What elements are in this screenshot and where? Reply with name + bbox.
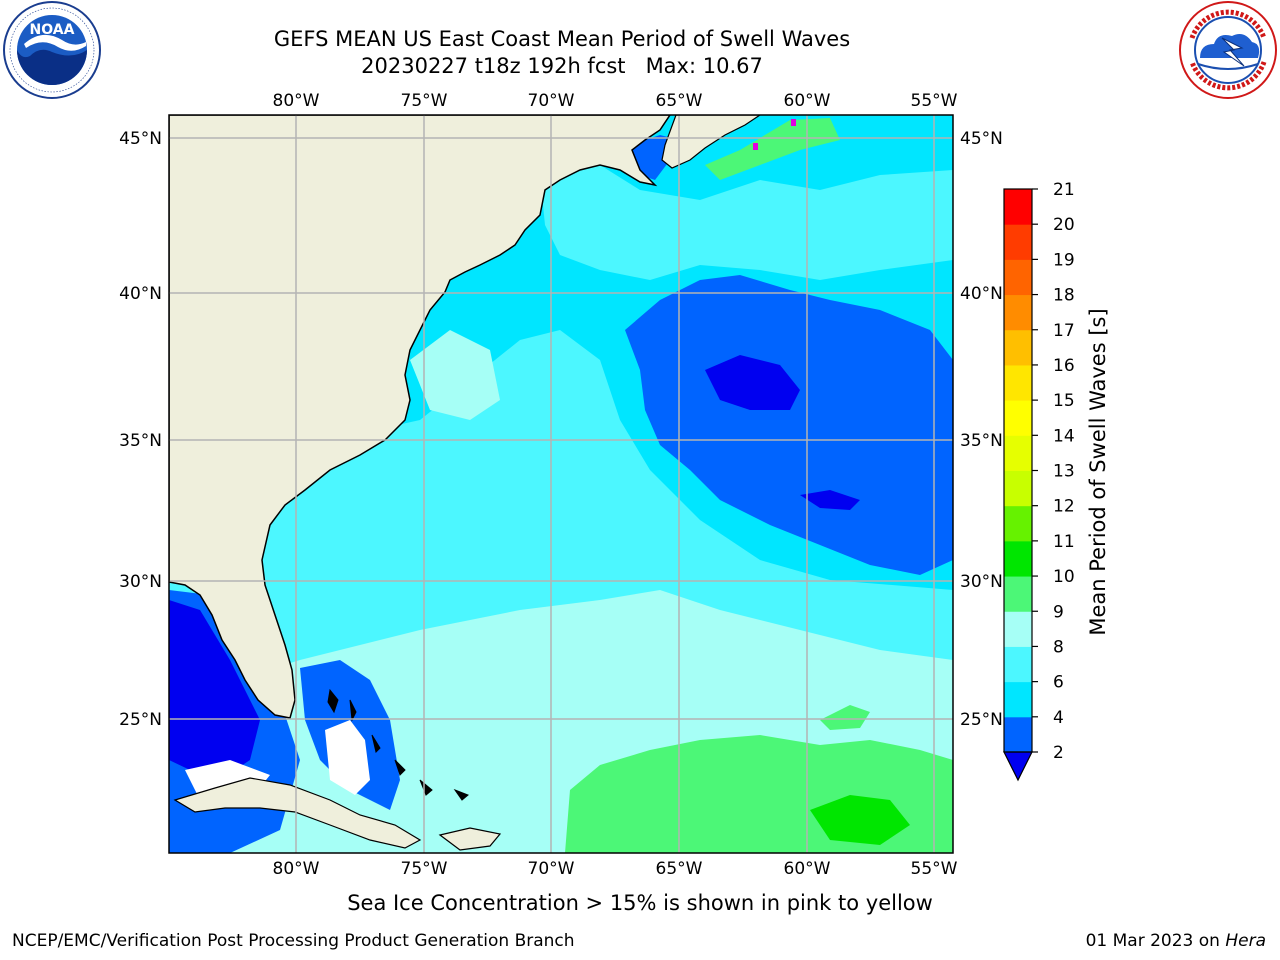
lat-tick-labels-right: 45°N 40°N 35°N 30°N 25°N (960, 129, 1003, 730)
colorbar-tick-label: 4 (1053, 708, 1064, 728)
colorbar-bin (1004, 470, 1032, 507)
colorbar-tick-label: 17 (1053, 321, 1075, 341)
lat-tick-label: 45°N (119, 129, 162, 149)
colorbar-bin (1004, 294, 1032, 331)
lat-tick-label: 35°N (960, 431, 1003, 451)
colorbar-bin (1004, 400, 1032, 436)
colorbar-bin (1004, 189, 1032, 225)
swell-zone-9-10s-patch (820, 705, 870, 730)
colorbar-tick-label: 19 (1053, 250, 1075, 270)
footer-credit: NCEP/EMC/Verification Post Processing Pr… (12, 931, 575, 951)
footer-date: 01 Mar 2023 on Hera (1086, 931, 1266, 951)
colorbar-tick-label: 21 (1053, 180, 1075, 200)
national-weather-service-logo (1179, 1, 1277, 99)
colorbar-bin (1004, 364, 1032, 401)
map-frame (168, 114, 954, 854)
swell-zone-under-2s-gulf (169, 600, 260, 780)
colorbar-bin (1004, 505, 1032, 542)
colorbar-bin (1004, 681, 1032, 718)
colorbar-bin (1004, 611, 1032, 647)
lat-tick-label: 35°N (119, 431, 162, 451)
lon-tick-label: 65°W (656, 91, 703, 111)
colorbar-bin (1004, 576, 1032, 612)
swell-zone-2-4s-central (625, 275, 953, 575)
lat-tick-labels-left: 45°N 40°N 35°N 30°N 25°N (119, 129, 162, 730)
colorbar-under-arrow (1003, 751, 1033, 782)
lon-tick-labels-top: 80°W 75°W 70°W 65°W 60°W 55°W (273, 91, 958, 111)
sea-ice-markers (753, 119, 796, 150)
colorbar-tick-label: 11 (1053, 532, 1075, 552)
figure-title: GEFS MEAN US East Coast Mean Period of S… (0, 26, 1124, 80)
colorbar-bin (1004, 646, 1032, 683)
lon-tick-labels-bottom: 80°W 75°W 70°W 65°W 60°W 55°W (273, 859, 958, 879)
colorbar-label: Mean Period of Swell Waves [s] (1086, 308, 1110, 635)
lon-tick-label: 65°W (656, 859, 703, 879)
colorbar-tick-label: 10 (1053, 567, 1075, 587)
lat-tick-label: 45°N (960, 129, 1003, 149)
lat-tick-label: 40°N (960, 284, 1003, 304)
lat-tick-label: 30°N (119, 572, 162, 592)
swell-zone-8-9s-coastal (410, 330, 500, 420)
lat-tick-label: 25°N (119, 710, 162, 730)
map-area (169, 115, 953, 853)
lat-tick-label: 40°N (119, 284, 162, 304)
land-bahamas-islands (327, 688, 469, 801)
colorbar-tick-label: 20 (1053, 215, 1075, 235)
colorbar-tick-label: 2 (1053, 743, 1064, 763)
svg-text:NOAA: NOAA (30, 22, 75, 38)
colorbar-tick-label: 6 (1053, 673, 1064, 693)
colorbar-tick-label: 15 (1053, 391, 1075, 411)
colorbar-tick-label: 8 (1053, 637, 1064, 657)
colorbar-tick-label: 13 (1053, 462, 1075, 482)
title-line-2: 20230227 t18z 192h fcst Max: 10.67 (361, 54, 763, 78)
lon-tick-label: 80°W (273, 91, 320, 111)
swell-zone-under-2s-central (705, 355, 800, 410)
lat-tick-label: 30°N (960, 572, 1003, 592)
land-cuba (173, 777, 422, 849)
footer-host: Hera (1225, 931, 1266, 951)
land-hispaniola (438, 827, 502, 851)
sea-ice-note: Sea Ice Concentration > 15% is shown in … (0, 891, 1280, 915)
lon-tick-label: 70°W (528, 859, 575, 879)
lon-tick-label: 55°W (911, 859, 958, 879)
colorbar-tick-label: 9 (1053, 602, 1064, 622)
lon-tick-label: 70°W (528, 91, 575, 111)
colorbar-bin (1004, 329, 1032, 366)
land-nova-scotia (661, 115, 762, 169)
lon-tick-label: 80°W (273, 859, 320, 879)
colorbar-tick-label: 12 (1053, 497, 1075, 517)
lon-tick-label: 55°W (911, 91, 958, 111)
colorbar-bin (1004, 540, 1032, 577)
colorbar-bin (1004, 224, 1032, 260)
colorbar-bin (1004, 259, 1032, 296)
colorbar-tick-label: 18 (1053, 286, 1075, 306)
colorbar-bin (1004, 435, 1032, 471)
colorbar-tick-label: 16 (1053, 356, 1075, 376)
lon-tick-label: 60°W (784, 859, 831, 879)
lon-tick-label: 75°W (401, 859, 448, 879)
colorbar: 2 4 6 8 9 10 11 12 13 14 15 16 17 18 19 20 21 (1003, 180, 1075, 782)
sea-ice-note-text: Sea Ice Concentration > 15% is shown in … (347, 891, 933, 915)
colorbar-bin (1004, 716, 1032, 753)
land-north-america (169, 115, 671, 719)
title-line-1: GEFS MEAN US East Coast Mean Period of S… (273, 27, 851, 51)
map-gridlines (169, 115, 953, 853)
no-data-bahamas-banks (325, 720, 370, 795)
lon-tick-label: 60°W (784, 91, 831, 111)
lat-tick-label: 25°N (960, 710, 1003, 730)
swell-zone-6-8s-north (540, 165, 953, 280)
footer-date-text: 01 Mar 2023 on (1085, 931, 1226, 951)
swell-zone-under-2s-east (800, 490, 860, 510)
swell-zone-10-11s (810, 795, 910, 845)
lon-tick-label: 75°W (401, 91, 448, 111)
colorbar-tick-label: 14 (1053, 426, 1075, 446)
noaa-logo: NOAA (3, 1, 101, 99)
